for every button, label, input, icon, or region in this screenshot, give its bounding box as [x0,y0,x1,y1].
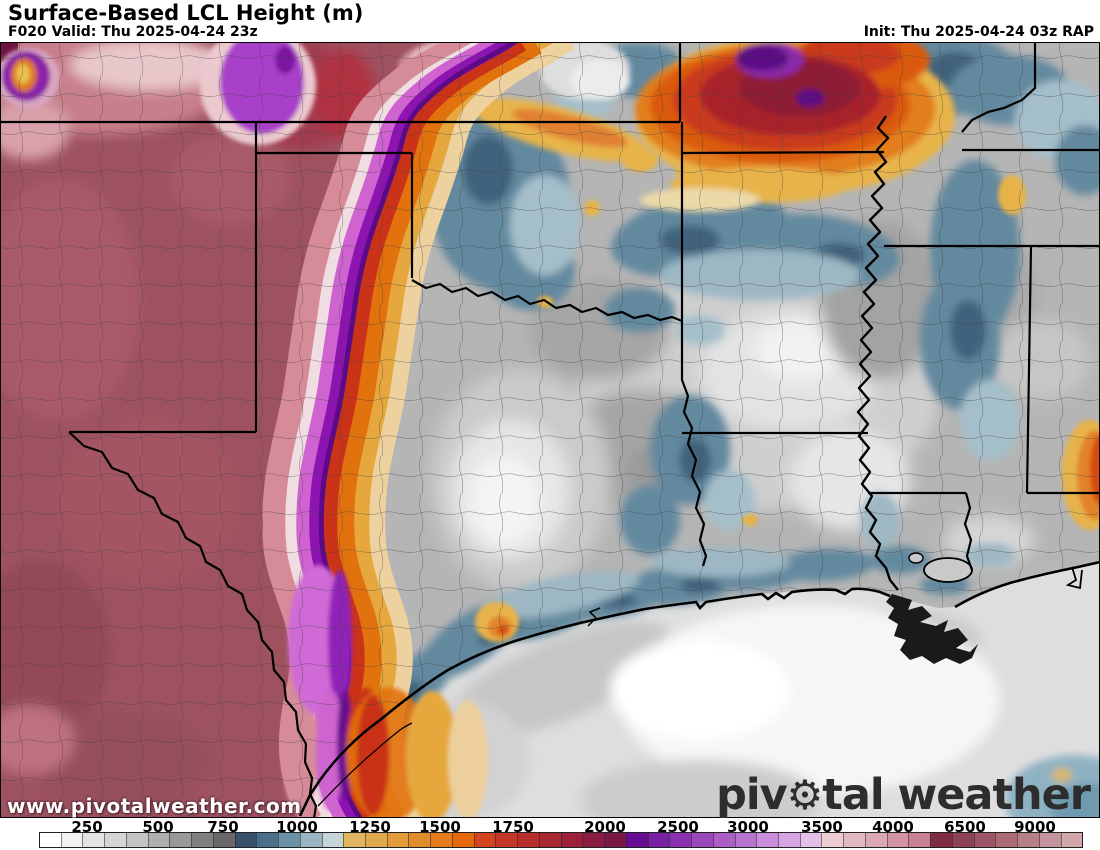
colorbar-cell [886,833,909,847]
colorbar-cell [408,833,431,847]
colorbar-cell [278,833,300,847]
colorbar-cell [908,833,931,847]
colorbar-cell [973,833,996,847]
colorbar-cell [538,833,561,847]
colorbar-cell [604,833,626,847]
gear-icon: ⚙ [786,771,824,819]
colorbar-cell [212,833,235,847]
colorbar-tick: 1000 [276,818,318,836]
init-time-label: Init: Thu 2025-04-24 03z RAP [863,24,1094,40]
page-title: Surface-Based LCL Height (m) [8,1,364,25]
colorbar-cell [517,833,539,847]
colorbar-cell [343,833,366,847]
colorbar-cell [82,833,105,847]
colorbar-cell [60,833,83,847]
rio-grande-river [68,431,318,818]
colorbar-tick: 9000 [1014,818,1056,836]
colorbar-cell [669,833,692,847]
colorbar-cell [799,833,822,847]
colorbar-cell [125,833,148,847]
colorbar-cell [582,833,605,847]
colorbar-tick: 500 [142,818,174,836]
colorbar-cell [191,833,213,847]
colorbar-cell [147,833,170,847]
watermark-url: www.pivotalweather.com [7,794,302,818]
colorbar-cell [234,833,257,847]
lcl-map [0,42,1100,818]
header: Surface-Based LCL Height (m) F020 Valid:… [0,0,1100,42]
pivotal-weather-logo: piv⚙tal weather [716,770,1091,820]
colorbar-cell [691,833,713,847]
colorbar-cell [40,833,61,847]
colorbar-cell [169,833,192,847]
colorbar-tick: 1500 [419,818,461,836]
colorbar-cell [299,833,322,847]
colorbar-tick: 3000 [727,818,769,836]
colorbar-cell [560,833,583,847]
colorbar-cell [734,833,757,847]
colorbar-cell [647,833,670,847]
colorbar-tick: 2500 [657,818,699,836]
colorbar-cell [930,833,952,847]
colorbar-tick: 2000 [584,818,626,836]
colorbar-cell [777,833,800,847]
colorbar-cell [821,833,844,847]
colorbar-cell [321,833,344,847]
mississippi-delta [886,594,978,664]
colorbar-cell [995,833,1018,847]
colorbar-cell [1038,833,1061,847]
state-borders [0,42,1100,818]
colorbar [39,832,1083,848]
colorbar-cell [756,833,778,847]
colorbar-strip: 250 500 750 1000 1250 1500 1750 2000 2500 3000 350… [0,818,1100,850]
colorbar-cell [451,833,474,847]
coastline [298,560,1100,817]
colorbar-cell [843,833,865,847]
colorbar-tick: 250 [71,818,103,836]
colorbar-cell [1017,833,1039,847]
colorbar-cell [386,833,409,847]
colorbar-cell [864,833,887,847]
colorbar-tick: 750 [207,818,239,836]
colorbar-cell [104,833,126,847]
valid-time-label: F020 Valid: Thu 2025-04-24 23z [8,24,258,40]
colorbar-tick: 1750 [492,818,534,836]
colorbar-cell [951,833,974,847]
colorbar-tick: 1250 [349,818,391,836]
mississippi-river [856,115,899,591]
colorbar-cell [712,833,735,847]
colorbar-cell [430,833,452,847]
map-area: www.pivotalweather.com piv⚙tal weather [0,42,1100,820]
colorbar-cell [625,833,648,847]
colorbar-cell [256,833,279,847]
colorbar-cell [473,833,496,847]
colorbar-tick: 6500 [944,818,986,836]
colorbar-tick-labels: 250 500 750 1000 1250 1500 1750 2000 2500 3000 350… [0,818,1100,836]
colorbar-cell [495,833,518,847]
colorbar-tick: 3500 [801,818,843,836]
colorbar-cell [365,833,387,847]
colorbar-tick: 4000 [872,818,914,836]
colorbar-cell [1060,833,1083,847]
